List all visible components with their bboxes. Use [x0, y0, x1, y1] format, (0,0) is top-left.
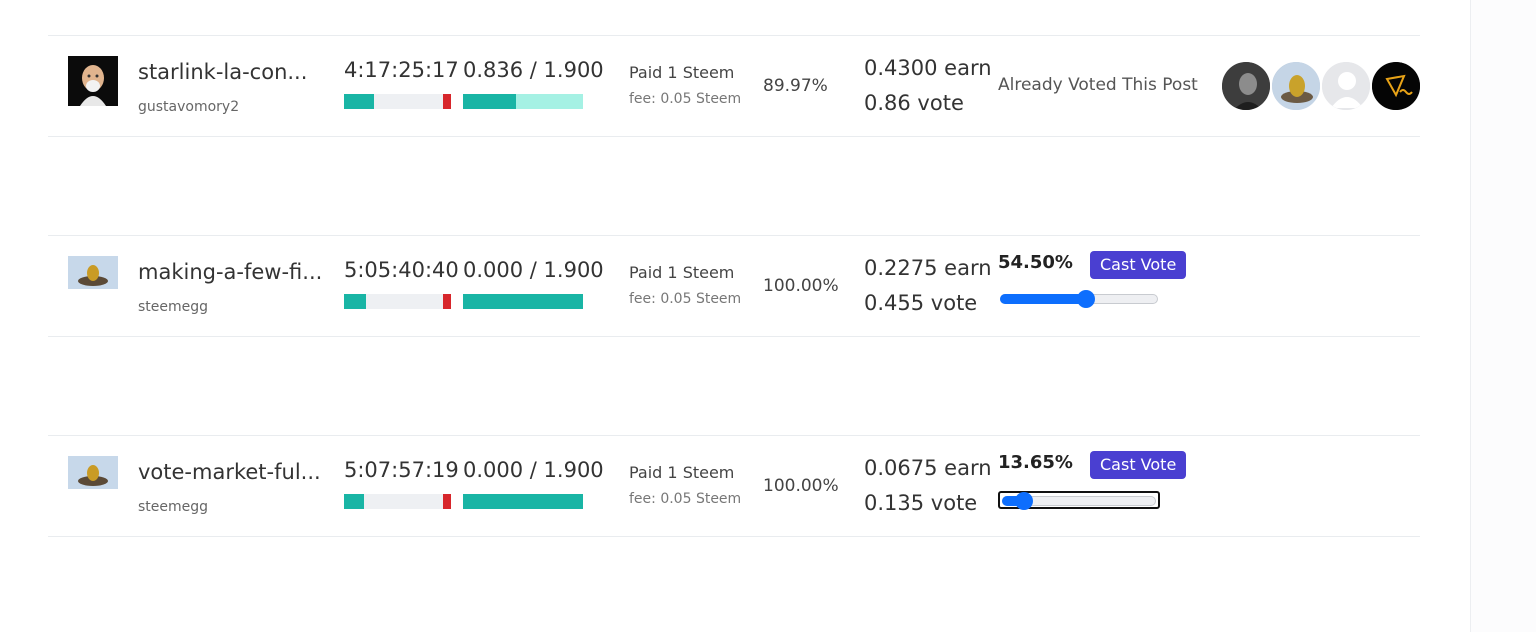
ratio-progress-bar: [463, 294, 583, 309]
ratio-progress-fill: [463, 494, 583, 509]
time-progress-fill: [344, 94, 374, 109]
vote-value: 0.86 vote: [864, 91, 964, 115]
paid-amount: Paid 1 Steem: [629, 463, 735, 482]
percent-value: 100.00%: [763, 276, 839, 296]
page-scrollbar[interactable]: [1470, 0, 1536, 632]
already-voted-status: Already Voted This Post: [998, 75, 1198, 95]
earn-value: 0.0675 earn: [864, 456, 992, 480]
vote-value: 0.135 vote: [864, 491, 978, 515]
ratio-progress-fill: [463, 94, 516, 109]
slider-fill: [1000, 294, 1086, 304]
voter-avatar-1[interactable]: [1221, 61, 1271, 111]
slider-thumb[interactable]: [1015, 492, 1033, 510]
ratio-progress-bar: [463, 494, 583, 509]
avatar-portrait-icon: [68, 56, 118, 106]
post-avatar[interactable]: [68, 56, 118, 106]
vote-ratio: 0.000 / 1.900: [463, 458, 604, 482]
paid-amount: Paid 1 Steem: [629, 63, 735, 82]
voter-avatar-3[interactable]: [1321, 61, 1371, 111]
voter-avatars: [1221, 61, 1421, 111]
post-author-link[interactable]: gustavomory2: [138, 99, 240, 115]
post-author-link[interactable]: steemegg: [138, 299, 209, 315]
vote-value: 0.455 vote: [864, 291, 978, 315]
slider-fill: [1002, 496, 1024, 506]
golden-egg-icon: [68, 456, 118, 489]
time-progress-bar: [344, 294, 451, 309]
post-title-link[interactable]: making-a-few-fi...: [138, 260, 323, 284]
time-deadline-marker: [443, 494, 451, 509]
post-avatar[interactable]: [68, 456, 118, 489]
time-deadline-marker: [443, 94, 451, 109]
time-remaining: 5:05:40:40: [344, 258, 459, 282]
post-row: making-a-few-fi... steemegg 5:05:40:40 0…: [48, 235, 1420, 337]
voter-avatar-2[interactable]: [1271, 61, 1321, 111]
ratio-progress-bar: [463, 94, 583, 109]
slider-thumb[interactable]: [1077, 290, 1095, 308]
fee-amount: fee: 0.05 Steem: [629, 91, 742, 107]
vote-ratio: 0.000 / 1.900: [463, 258, 604, 282]
golden-egg-icon: [68, 256, 118, 289]
post-row: starlink-la-con... gustavomory2 4:17:25:…: [48, 35, 1421, 137]
cast-vote-button[interactable]: Cast Vote: [1090, 451, 1187, 479]
paid-amount: Paid 1 Steem: [629, 263, 735, 282]
earn-value: 0.4300 earn: [864, 56, 992, 80]
ratio-progress-fill: [463, 294, 583, 309]
post-row: vote-market-ful... steemegg 5:07:57:19 0…: [48, 435, 1420, 537]
time-remaining: 4:17:25:17: [344, 58, 459, 82]
cast-vote-button[interactable]: Cast Vote: [1090, 251, 1187, 279]
time-deadline-marker: [443, 294, 451, 309]
vote-weight-slider[interactable]: [998, 290, 1160, 309]
post-avatar[interactable]: [68, 256, 118, 289]
fee-amount: fee: 0.05 Steem: [629, 291, 742, 307]
post-title-link[interactable]: starlink-la-con...: [138, 60, 308, 84]
vote-weight-slider[interactable]: [998, 491, 1160, 510]
time-progress-fill: [344, 294, 366, 309]
time-progress-bar: [344, 494, 451, 509]
vote-weight-label: 13.65%: [998, 452, 1073, 473]
vote-weight-label: 54.50%: [998, 252, 1073, 273]
voter-avatar-4[interactable]: [1371, 61, 1421, 111]
post-author-link[interactable]: steemegg: [138, 499, 209, 515]
post-title-link[interactable]: vote-market-ful...: [138, 460, 321, 484]
earn-value: 0.2275 earn: [864, 256, 992, 280]
fee-amount: fee: 0.05 Steem: [629, 491, 742, 507]
vote-ratio: 0.836 / 1.900: [463, 58, 604, 82]
percent-value: 89.97%: [763, 76, 828, 96]
time-remaining: 5:07:57:19: [344, 458, 459, 482]
time-progress-bar: [344, 94, 451, 109]
percent-value: 100.00%: [763, 476, 839, 496]
time-progress-fill: [344, 494, 364, 509]
